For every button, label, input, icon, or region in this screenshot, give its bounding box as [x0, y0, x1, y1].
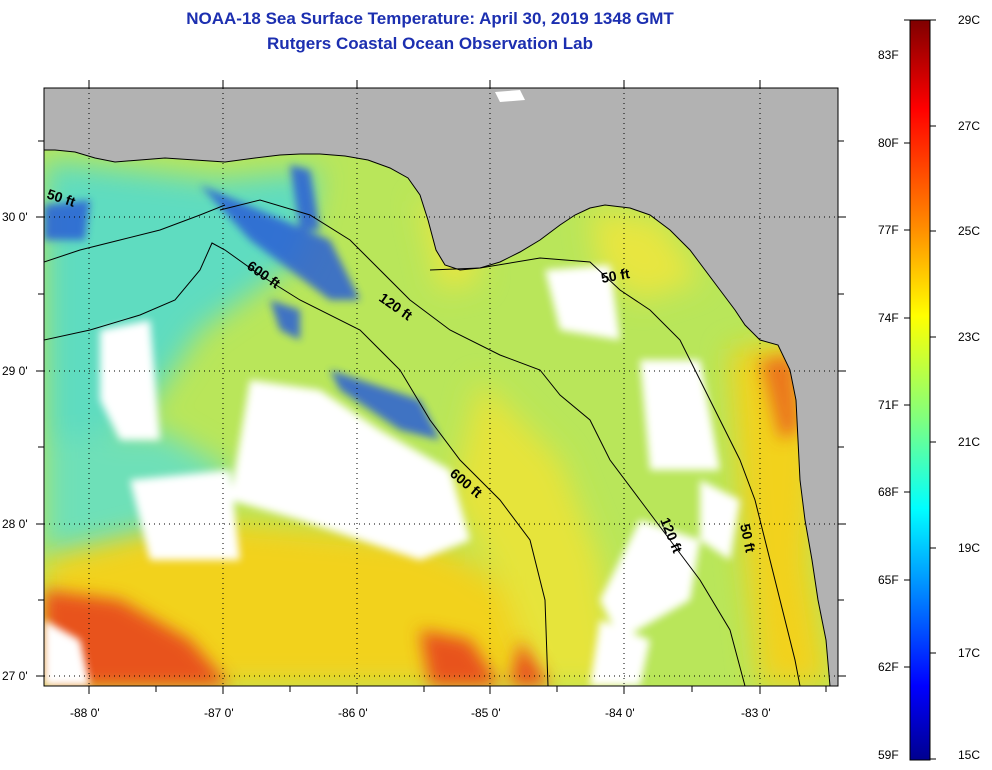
colorbar-c-label: 17C [958, 646, 981, 660]
colorbar-c-label: 21C [958, 435, 981, 449]
map-title: NOAA-18 Sea Surface Temperature: April 3… [186, 9, 674, 28]
depth-label: 50 ft [737, 522, 759, 554]
cold-streaks [44, 165, 440, 440]
colorbar-c-label: 15C [958, 748, 981, 762]
lat-label: 30 0' [2, 210, 28, 224]
map-subtitle: Rutgers Coastal Ocean Observation Lab [267, 34, 593, 53]
island [495, 90, 525, 102]
colorbar-f-label: 77F [878, 223, 899, 237]
ticks [36, 80, 846, 694]
lon-label: -87 0' [204, 706, 234, 720]
clouds [44, 265, 740, 686]
colorbar-c-label: 27C [958, 119, 981, 133]
colorbar [909, 19, 931, 761]
colorbar-f-label: 62F [878, 660, 899, 674]
lon-label: -88 0' [70, 706, 100, 720]
depth-contours [44, 199, 801, 686]
lat-label: 28 0' [2, 517, 28, 531]
colorbar-c-label: 19C [958, 541, 981, 555]
colorbar-f-label: 80F [878, 136, 899, 150]
colorbar-f-label: 83F [878, 48, 899, 62]
lat-label: 29 0' [2, 364, 28, 378]
hot-patches [44, 355, 800, 686]
colorbar-c-label: 23C [958, 330, 981, 344]
land-mass [44, 88, 838, 686]
colorbar-c-label: 29C [958, 13, 981, 27]
lon-label: -83 0' [741, 706, 771, 720]
lon-label: -86 0' [338, 706, 368, 720]
lat-label: 27 0' [2, 669, 28, 683]
lon-label: -84 0' [605, 706, 635, 720]
colorbar-f-label: 74F [878, 311, 899, 325]
colorbar-f-label: 68F [878, 485, 899, 499]
lon-label: -85 0' [471, 706, 501, 720]
colorbar-f-label: 71F [878, 398, 899, 412]
map-frame [43, 87, 839, 687]
colorbar-f-label: 65F [878, 573, 899, 587]
colorbar-f-label: 59F [878, 748, 899, 762]
colorbar-c-label: 25C [958, 224, 981, 238]
depth-label: 50 ft [600, 265, 631, 286]
colorbar-ticks [904, 19, 936, 760]
